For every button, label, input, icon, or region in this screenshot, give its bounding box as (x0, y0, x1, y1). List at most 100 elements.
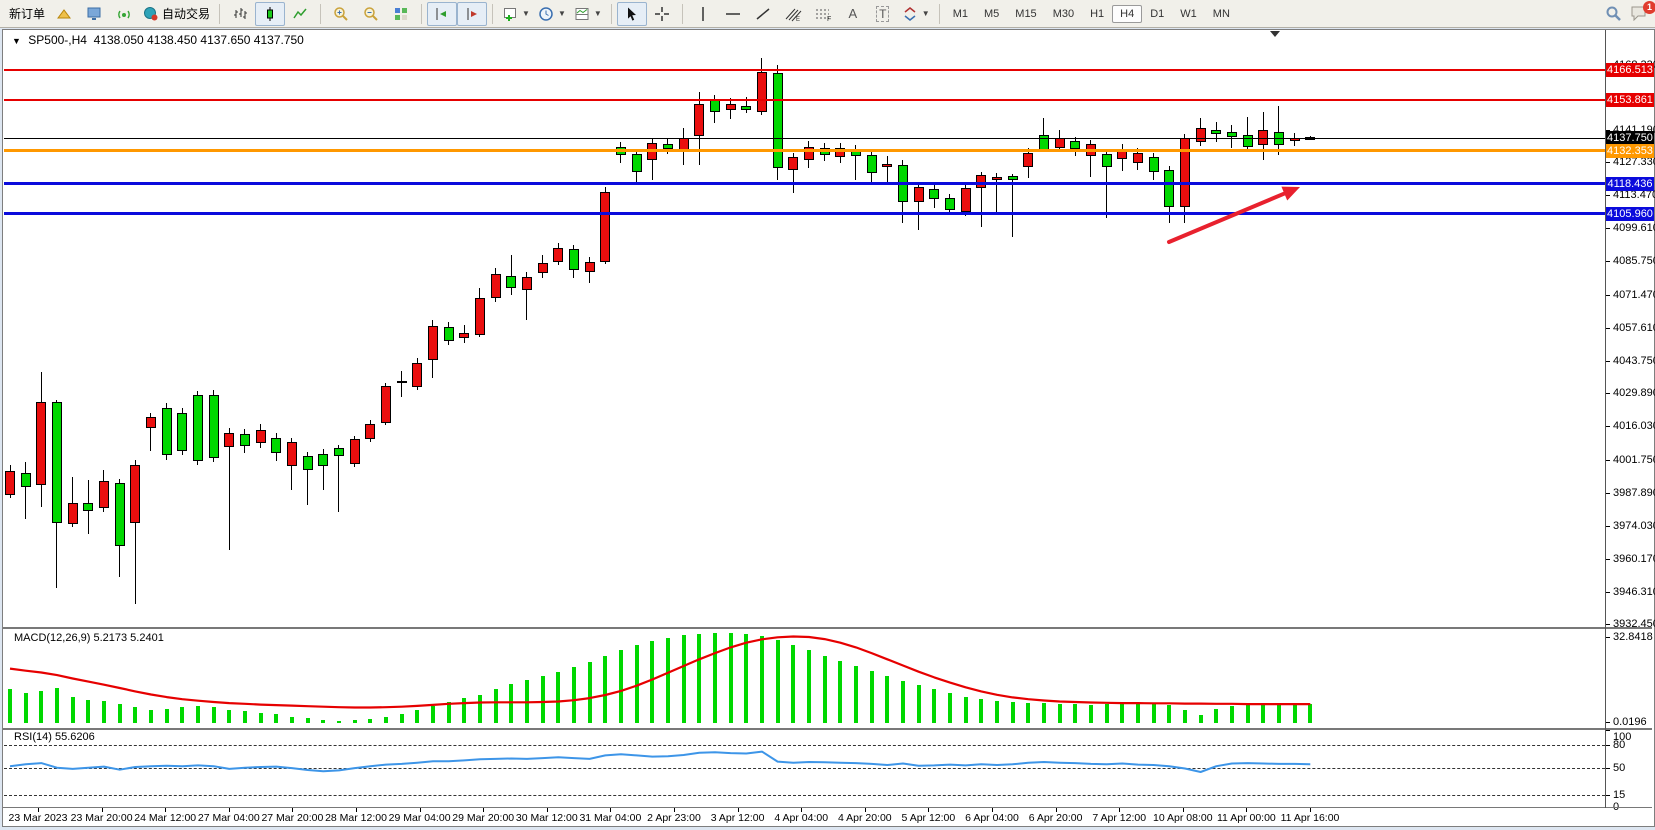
candle-body (286, 442, 297, 466)
toolbar-separator (492, 3, 494, 24)
time-tick-label: 23 Mar 20:00 (70, 812, 133, 824)
crosshair-button[interactable] (647, 2, 677, 26)
candle-wick (886, 156, 888, 184)
pane-separator-macd[interactable] (3, 627, 1652, 629)
signals-button[interactable] (109, 2, 139, 26)
candle-body (1117, 148, 1128, 160)
notifications-button[interactable]: 1 (1630, 0, 1655, 23)
periods-button[interactable]: ▼ (534, 2, 570, 26)
timeframe-d1-button[interactable]: D1 (1150, 7, 1165, 20)
candle-body (1132, 152, 1143, 163)
candle-body (5, 470, 15, 495)
price-level-line[interactable] (4, 212, 1605, 216)
macd-histogram-bar (1120, 703, 1125, 723)
toolbar-separator (681, 3, 683, 24)
price-scale-axis (1605, 30, 1606, 808)
rsi-tick-label: 80 (1613, 738, 1626, 751)
candle-body (1007, 175, 1018, 180)
zoom-out-button[interactable] (356, 2, 386, 26)
auto-scroll-button[interactable] (427, 1, 458, 26)
candle-body (866, 154, 877, 173)
candle-wick (134, 460, 136, 604)
equidistant-channel-button[interactable]: E (778, 2, 808, 26)
candle-body (976, 175, 987, 189)
candle-wick (150, 412, 152, 451)
vertical-line-button[interactable] (688, 2, 718, 26)
timeframe-h4-button[interactable]: H4 (1112, 4, 1143, 23)
horizontal-line-button[interactable] (718, 2, 748, 26)
price-tick-label: 4127.330 (1613, 156, 1655, 169)
trendline-icon (756, 7, 770, 20)
price-level-line[interactable] (4, 98, 1605, 101)
candle-wick (72, 476, 74, 527)
pane-separator-rsi[interactable] (3, 728, 1652, 730)
macd-histogram-bar (477, 694, 482, 723)
candle-wick (322, 449, 324, 490)
timeframe-m1-button[interactable]: M1 (952, 7, 968, 20)
macd-histogram-bar (368, 719, 373, 723)
text-button[interactable]: A (838, 2, 868, 26)
time-tick-label: 31 Mar 04:00 (579, 812, 642, 824)
macd-histogram-bar (791, 645, 796, 723)
macd-histogram-bar (101, 700, 106, 723)
price-tick-mark (1605, 327, 1610, 329)
price-level-line[interactable] (4, 182, 1605, 186)
candle-body (51, 401, 62, 523)
time-tick-label: 24 Mar 12:00 (134, 812, 197, 824)
indicators-button[interactable]: ▼ (570, 2, 606, 26)
search-icon[interactable] (1605, 5, 1622, 22)
price-level-line[interactable] (4, 149, 1605, 153)
candle-body (161, 407, 172, 456)
chart-wizard-button[interactable] (49, 2, 79, 26)
macd-label: MACD(12,26,9) 5.2173 5.2401 (14, 632, 164, 644)
indicator-window-icon (575, 7, 589, 20)
zoom-in-button[interactable] (326, 2, 356, 26)
new-order-button[interactable]: 新订单 (5, 2, 49, 26)
auto-scroll-icon (436, 7, 447, 20)
timeframe-m5-button[interactable]: M5 (984, 7, 1000, 20)
timeframe-w1-button[interactable]: W1 (1180, 7, 1197, 20)
ohlc-values: 4138.050 4138.450 4137.650 4137.750 (93, 33, 304, 47)
candle-body (412, 363, 423, 388)
bar-chart-button[interactable] (225, 2, 255, 26)
auto-trading-button[interactable]: 自动交易 (139, 2, 214, 26)
price-level-line[interactable] (4, 137, 1605, 139)
text-label-button[interactable]: T (868, 2, 898, 26)
macd-histogram-bar (634, 645, 639, 723)
time-tick-mark (610, 808, 612, 812)
timeframe-m30-button[interactable]: M30 (1052, 7, 1075, 20)
trendline-button[interactable] (748, 2, 778, 26)
time-tick-mark (992, 808, 993, 812)
time-tick-label: 2 Apr 23:00 (647, 812, 701, 824)
time-tick-mark (1182, 808, 1184, 812)
price-level-line[interactable] (4, 68, 1605, 71)
new-chart-button[interactable]: ▼ (498, 2, 534, 26)
time-tick-mark (483, 808, 485, 812)
collapse-triangle-icon[interactable]: ▼ (12, 36, 21, 46)
arrows-button[interactable]: ▼ (898, 2, 934, 26)
ohlc-bars-icon (234, 7, 248, 19)
time-tick-mark (1310, 808, 1311, 812)
fibonacci-button[interactable]: F (808, 2, 838, 26)
time-tick-mark (1119, 808, 1121, 812)
candle-body (584, 262, 595, 272)
candle-body (553, 248, 564, 263)
timeframe-m15-button[interactable]: M15 (1015, 7, 1037, 20)
line-chart-button[interactable] (285, 2, 315, 26)
macd-histogram-bar (399, 713, 404, 723)
auto-trading-label: 自动交易 (162, 7, 211, 21)
timeframe-h1-button[interactable]: H1 (1090, 7, 1105, 20)
candle-body (1195, 128, 1206, 143)
cursor-button[interactable] (616, 1, 647, 26)
price-tick-label: 4001.750 (1613, 454, 1655, 467)
timeframe-mn-button[interactable]: MN (1212, 7, 1230, 20)
chart-shift-button[interactable] (457, 1, 488, 26)
zoom-in-icon (334, 6, 348, 21)
chart-shift-marker[interactable] (1270, 31, 1280, 37)
candlestick-icon (267, 6, 274, 21)
rsi-level-line (4, 794, 1605, 796)
price-tick-label: 3946.310 (1613, 585, 1655, 598)
tile-windows-button[interactable] (386, 2, 416, 26)
profile-button[interactable] (79, 2, 109, 26)
candlestick-chart-button[interactable] (255, 1, 286, 26)
